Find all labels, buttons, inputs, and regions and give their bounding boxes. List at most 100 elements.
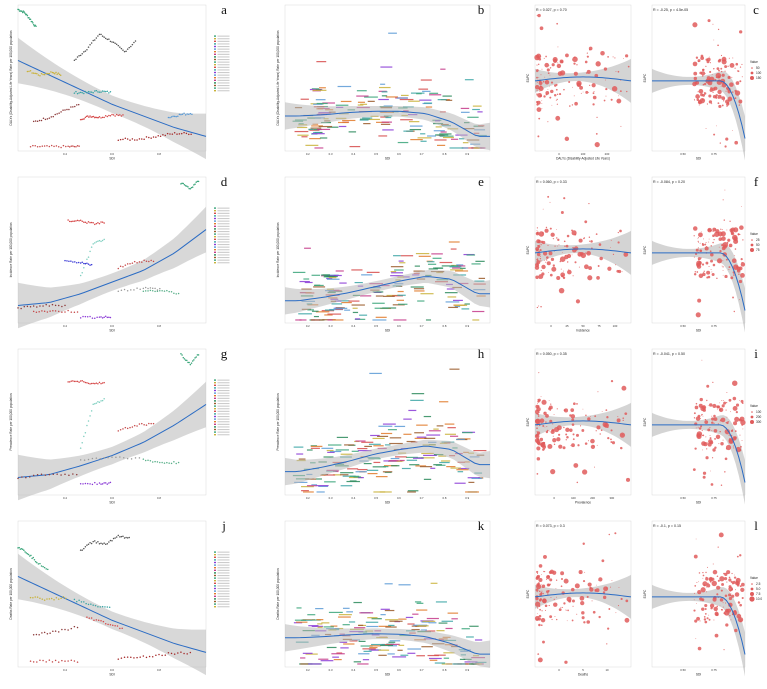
series-point: [86, 262, 88, 264]
eapc-point: [535, 434, 539, 437]
series-point: [189, 187, 192, 190]
eapc-point: [557, 238, 560, 242]
eapc-point: [535, 597, 539, 601]
series-point: [130, 45, 132, 48]
eapc-point: [617, 605, 620, 607]
eapc-point: [710, 470, 711, 472]
country-label: [359, 118, 371, 120]
series-point: [44, 474, 47, 476]
series-point: [119, 428, 122, 431]
series-point: [72, 473, 74, 475]
series-point: [119, 456, 121, 458]
eapc-point: [535, 246, 540, 251]
legend-entry: [217, 249, 230, 251]
eapc-point: [571, 229, 573, 232]
panel-h-y-axis-label: Prevalence Rate per 100,000 population: [276, 393, 280, 450]
eapc-point: [712, 448, 716, 452]
eapc-point: [711, 580, 717, 587]
series-point: [84, 482, 87, 485]
correlation-stat: R = -0.041, p = 0.50: [653, 352, 685, 356]
series-point: [31, 72, 33, 74]
eapc-point: [539, 85, 542, 88]
panel-g-confidence-band: [18, 381, 206, 501]
series-point: [29, 596, 32, 599]
country-label: [384, 444, 391, 446]
country-label: [294, 481, 308, 484]
eapc-point: [712, 569, 718, 575]
country-label: [380, 608, 390, 610]
country-label: [311, 274, 321, 276]
series-point: [103, 222, 105, 224]
series-point: [115, 113, 118, 116]
eapc-point: [556, 98, 558, 101]
eapc-point: [534, 265, 540, 270]
series-point: [82, 315, 84, 318]
eapc-point: [558, 287, 565, 294]
panel-j-series-4: [86, 616, 123, 630]
series-point: [92, 540, 94, 543]
series-point: [67, 629, 69, 631]
panel-g-x-tick-label: 0.4: [63, 496, 67, 500]
eapc-point: [727, 240, 729, 242]
country-label: [477, 111, 483, 113]
eapc-point: [611, 86, 618, 92]
eapc-point: [735, 265, 739, 269]
country-label: [406, 440, 416, 443]
country-label: [398, 618, 407, 620]
country-label: [314, 147, 324, 149]
series-point: [177, 652, 179, 654]
country-label: [321, 622, 330, 624]
eapc-point: [704, 613, 707, 615]
eapc-point: [555, 88, 558, 91]
series-point: [70, 659, 73, 661]
eapc-point: [552, 438, 557, 443]
eapc-point: [707, 428, 711, 432]
country-label: [429, 659, 438, 661]
eapc-point: [721, 104, 724, 107]
eapc-point: [693, 71, 698, 76]
panel-c-sub1-y-axis-label: EAPC: [526, 73, 530, 82]
legend-swatch: [214, 38, 216, 40]
eapc-point: [693, 609, 696, 612]
eapc-point: [739, 416, 745, 422]
country-label: [421, 452, 434, 455]
eapc-point: [542, 425, 545, 427]
panel-f-sub2-x-axis-label: SDI: [696, 329, 701, 333]
eapc-point: [728, 586, 733, 592]
eapc-point: [709, 427, 711, 429]
series-point: [81, 442, 83, 444]
country-label: [327, 126, 339, 128]
eapc-point: [700, 93, 704, 97]
eapc-point: [537, 617, 542, 621]
series-point: [119, 265, 122, 268]
panel-b-confidence-band: [285, 102, 490, 151]
legend-swatch: [214, 48, 216, 50]
eapc-point: [563, 602, 566, 605]
country-label: [439, 133, 452, 135]
series-point: [98, 91, 101, 93]
legend-swatch: [214, 40, 216, 42]
eapc-point: [729, 82, 734, 87]
series-point: [101, 543, 104, 545]
series-point: [65, 597, 67, 600]
legend-entry: [217, 577, 230, 579]
country-label: [380, 66, 393, 68]
series-point: [18, 8, 20, 11]
eapc-point: [594, 415, 597, 418]
eapc-point: [555, 100, 557, 102]
eapc-point: [702, 475, 706, 479]
legend-entry: [217, 564, 230, 566]
series-point: [175, 462, 177, 465]
eapc-point: [542, 598, 547, 603]
eapc-point: [705, 577, 709, 581]
eapc-point: [706, 384, 710, 388]
legend-entry: [217, 53, 230, 55]
eapc-point: [596, 276, 600, 280]
legend-swatch: [214, 574, 216, 577]
eapc-point: [720, 70, 723, 73]
eapc-point: [568, 105, 571, 107]
country-label: [353, 661, 362, 663]
series-point: [34, 72, 36, 75]
panel-a-x-axis-label: SDI: [109, 157, 114, 161]
country-label: [303, 278, 310, 280]
